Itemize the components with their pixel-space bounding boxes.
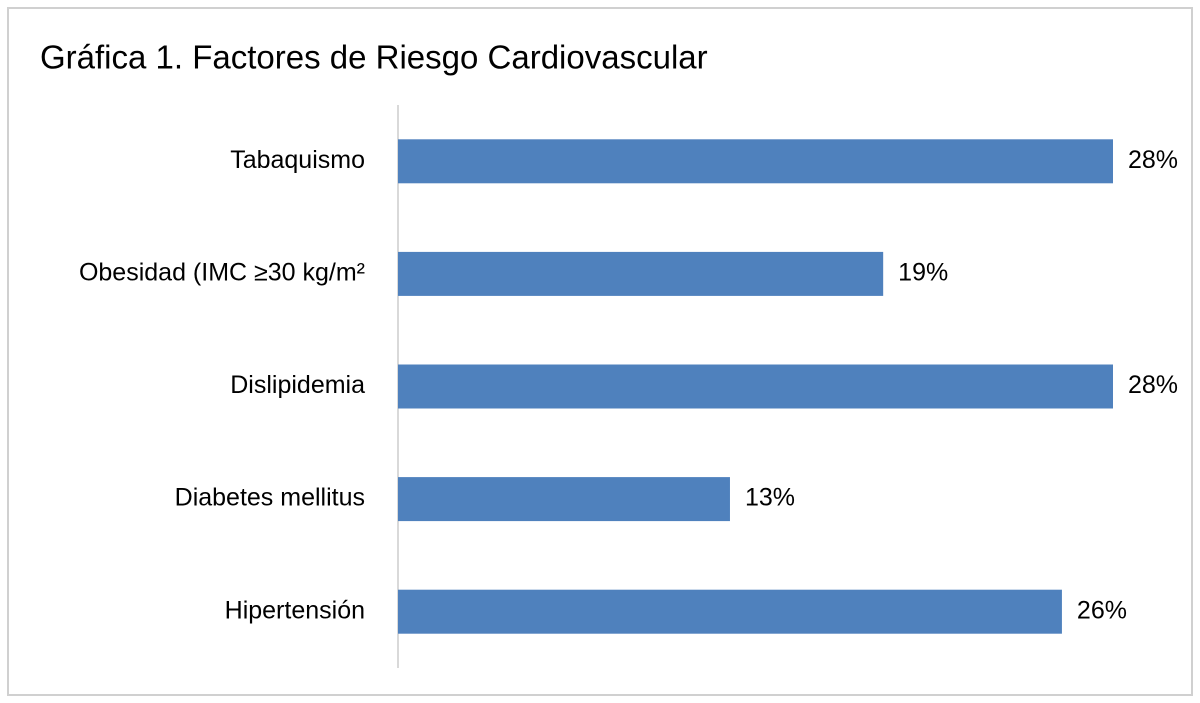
y-tick-label: Diabetes mellitus <box>175 484 365 512</box>
bar <box>398 477 730 522</box>
bar <box>398 251 884 296</box>
bar <box>398 139 1113 184</box>
data-label: 19% <box>898 259 948 287</box>
y-tick-label: Dislipidemia <box>230 371 365 399</box>
bar <box>398 589 1062 634</box>
data-label: 28% <box>1128 371 1178 399</box>
data-label: 28% <box>1128 146 1178 174</box>
data-label: 26% <box>1077 596 1127 624</box>
chart-frame <box>7 7 1193 696</box>
y-tick-label: Tabaquismo <box>230 146 365 174</box>
y-tick-label: Obesidad (IMC ≥30 kg/m² <box>79 259 365 287</box>
data-label: 13% <box>745 484 795 512</box>
bar <box>398 364 1113 409</box>
y-tick-label: Hipertensión <box>225 596 365 624</box>
chart-title: Gráfica 1. Factores de Riesgo Cardiovasc… <box>40 39 708 76</box>
